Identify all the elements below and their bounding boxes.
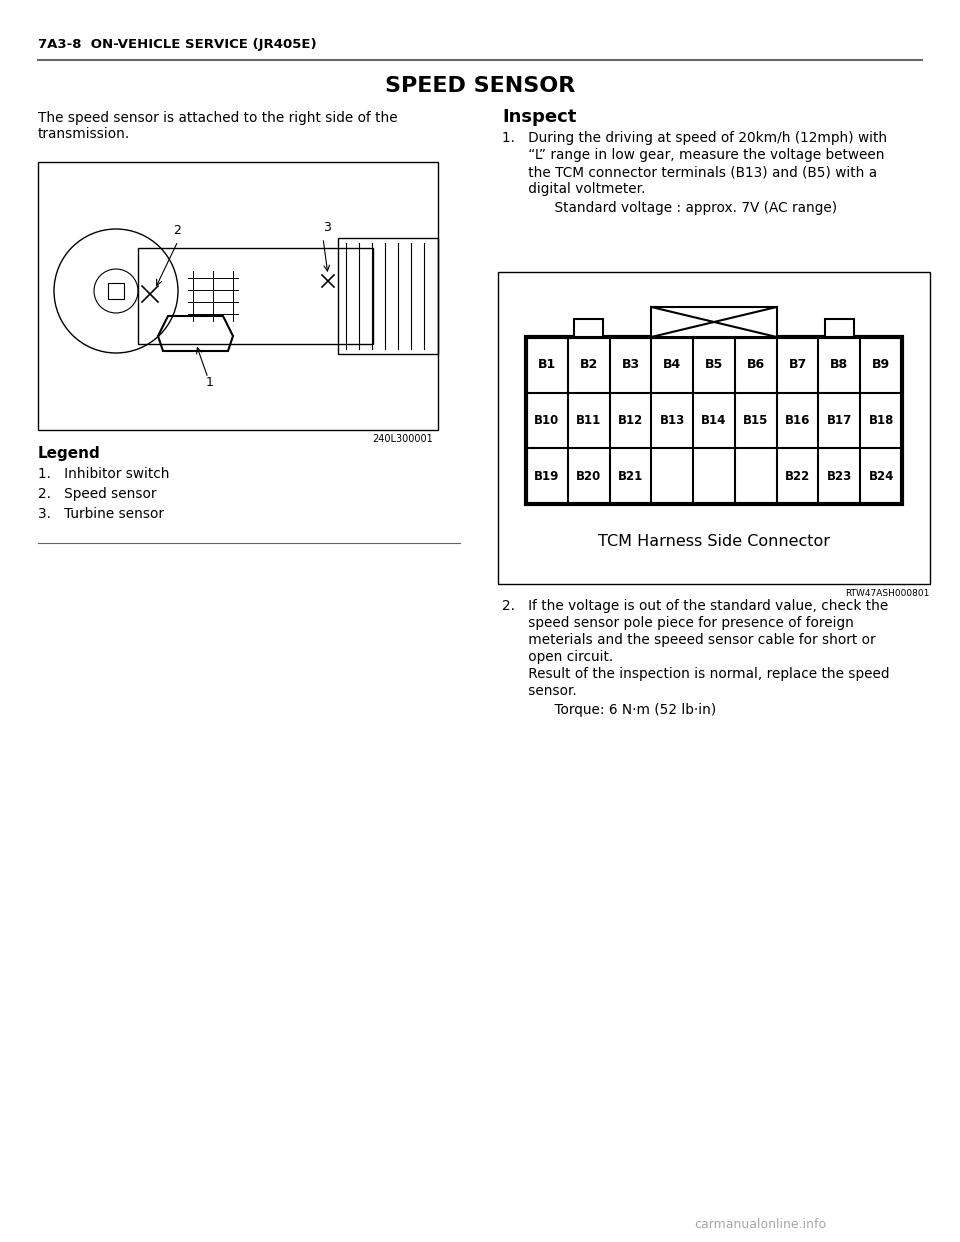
Text: speed sensor pole piece for presence of foreign: speed sensor pole piece for presence of … <box>502 616 853 630</box>
Text: Legend: Legend <box>38 446 101 461</box>
Text: B9: B9 <box>872 359 890 371</box>
Text: 3.   Turbine sensor: 3. Turbine sensor <box>38 507 164 520</box>
Text: Inspect: Inspect <box>502 108 576 125</box>
Text: B8: B8 <box>830 359 849 371</box>
Text: B2: B2 <box>580 359 598 371</box>
Text: Result of the inspection is normal, replace the speed: Result of the inspection is normal, repl… <box>502 667 890 681</box>
Text: B5: B5 <box>705 359 723 371</box>
Text: transmission.: transmission. <box>38 127 131 142</box>
Text: open circuit.: open circuit. <box>502 650 613 664</box>
Bar <box>498 272 930 584</box>
Text: the TCM connector terminals (B13) and (B5) with a: the TCM connector terminals (B13) and (B… <box>502 165 877 179</box>
Bar <box>526 337 902 504</box>
Bar <box>108 283 124 299</box>
Text: B12: B12 <box>618 414 643 427</box>
Text: “L” range in low gear, measure the voltage between: “L” range in low gear, measure the volta… <box>502 148 884 161</box>
Text: 1.   During the driving at speed of 20km/h (12mph) with: 1. During the driving at speed of 20km/h… <box>502 130 887 145</box>
Text: B19: B19 <box>534 469 560 483</box>
Bar <box>825 319 854 337</box>
Bar <box>651 307 777 337</box>
Text: 1: 1 <box>206 376 214 389</box>
Text: 240L300001: 240L300001 <box>372 433 433 443</box>
Text: digital voltmeter.: digital voltmeter. <box>502 183 645 196</box>
Text: B20: B20 <box>576 469 601 483</box>
Text: B4: B4 <box>663 359 682 371</box>
Text: 1.   Inhibitor switch: 1. Inhibitor switch <box>38 467 170 481</box>
Text: B24: B24 <box>869 469 894 483</box>
Bar <box>38 161 438 430</box>
Text: carmanualonline.info: carmanualonline.info <box>694 1218 826 1231</box>
Text: 2.   Speed sensor: 2. Speed sensor <box>38 487 156 501</box>
Text: B6: B6 <box>747 359 765 371</box>
Text: B17: B17 <box>827 414 852 427</box>
Text: B23: B23 <box>827 469 852 483</box>
Text: SPEED SENSOR: SPEED SENSOR <box>385 76 575 96</box>
Text: Standard voltage : approx. 7V (AC range): Standard voltage : approx. 7V (AC range) <box>502 201 837 215</box>
Text: B10: B10 <box>535 414 560 427</box>
Text: 2.   If the voltage is out of the standard value, check the: 2. If the voltage is out of the standard… <box>502 599 888 614</box>
Bar <box>574 319 603 337</box>
Text: B18: B18 <box>869 414 894 427</box>
Text: RTW47ASH000801: RTW47ASH000801 <box>846 589 930 597</box>
Text: B11: B11 <box>576 414 601 427</box>
Text: meterials and the speeed sensor cable for short or: meterials and the speeed sensor cable fo… <box>502 633 876 647</box>
Text: B22: B22 <box>785 469 810 483</box>
Text: sensor.: sensor. <box>502 684 577 698</box>
Bar <box>138 248 373 344</box>
Bar <box>338 238 438 354</box>
Text: 2: 2 <box>173 224 180 237</box>
Text: 7A3-8  ON-VEHICLE SERVICE (JR405E): 7A3-8 ON-VEHICLE SERVICE (JR405E) <box>38 39 317 51</box>
Text: B13: B13 <box>660 414 684 427</box>
Text: B7: B7 <box>788 359 806 371</box>
Text: B16: B16 <box>785 414 810 427</box>
Text: Torque: 6 N·m (52 lb·in): Torque: 6 N·m (52 lb·in) <box>502 703 716 717</box>
Text: B1: B1 <box>538 359 556 371</box>
Text: B21: B21 <box>618 469 643 483</box>
Text: TCM Harness Side Connector: TCM Harness Side Connector <box>598 534 830 549</box>
Text: B15: B15 <box>743 414 768 427</box>
Text: 3: 3 <box>323 221 331 233</box>
Text: B3: B3 <box>621 359 639 371</box>
Text: B14: B14 <box>702 414 727 427</box>
Text: The speed sensor is attached to the right side of the: The speed sensor is attached to the righ… <box>38 111 397 125</box>
